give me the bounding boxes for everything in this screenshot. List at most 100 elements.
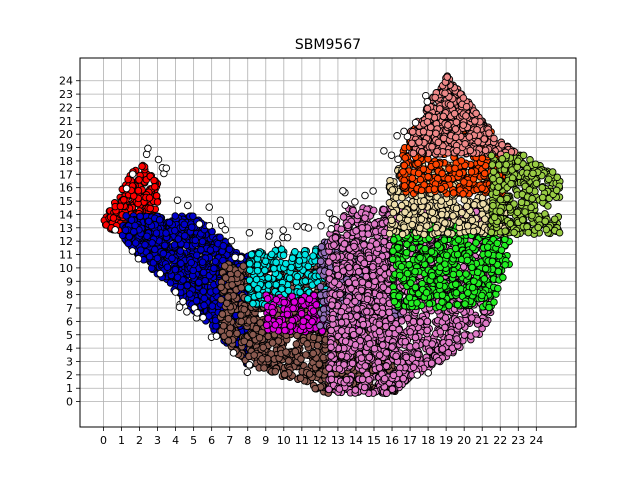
scatter-point bbox=[159, 249, 168, 258]
scatter-point bbox=[313, 341, 322, 350]
scatter-point bbox=[271, 367, 280, 376]
scatter-point bbox=[225, 329, 234, 338]
scatter-point bbox=[186, 290, 194, 298]
scatter-point bbox=[247, 250, 256, 259]
scatter-point bbox=[187, 258, 196, 267]
scatter-point bbox=[283, 310, 292, 319]
scatter-point bbox=[309, 333, 318, 342]
scatter-point bbox=[303, 340, 311, 348]
scatter-point bbox=[249, 299, 257, 308]
scatter-point bbox=[267, 250, 276, 259]
scatter-point bbox=[211, 257, 220, 266]
scatter-point bbox=[145, 194, 154, 202]
scatter-point bbox=[208, 302, 217, 310]
scatter-point bbox=[109, 214, 118, 222]
scatter-point bbox=[218, 310, 227, 318]
scatter-point bbox=[290, 298, 299, 306]
scatter-point bbox=[244, 295, 252, 303]
scatter-point bbox=[264, 274, 273, 282]
scatter-point bbox=[171, 226, 179, 235]
scatter-point bbox=[191, 236, 200, 245]
scatter-point bbox=[382, 362, 391, 370]
scatter-point bbox=[153, 254, 162, 263]
data-points bbox=[100, 72, 564, 398]
scatter-point bbox=[155, 216, 164, 224]
scatter-point bbox=[353, 305, 361, 313]
scatter-point bbox=[315, 360, 323, 368]
scatter-point bbox=[122, 212, 130, 220]
scatter-point bbox=[199, 287, 208, 296]
scatter-point bbox=[181, 232, 189, 240]
scatter-point bbox=[370, 220, 379, 228]
scatter-point bbox=[311, 384, 319, 393]
scatter-point bbox=[174, 235, 183, 243]
scatter-point bbox=[206, 246, 215, 254]
scatter-point bbox=[200, 294, 209, 303]
scatter-point bbox=[261, 257, 270, 265]
scatter-point bbox=[165, 218, 174, 227]
scatter-point bbox=[263, 295, 272, 303]
scatter-point bbox=[255, 333, 264, 342]
scatter-point bbox=[268, 339, 277, 347]
scatter-point bbox=[188, 223, 196, 231]
scatter-point bbox=[124, 239, 133, 248]
scatter-point bbox=[146, 204, 154, 213]
scatter-point bbox=[301, 277, 310, 285]
scatter-point bbox=[264, 281, 273, 289]
scatter-point bbox=[198, 258, 207, 266]
scatter-point bbox=[143, 232, 151, 240]
scatter-point bbox=[134, 186, 143, 195]
scatter-point bbox=[225, 245, 234, 254]
scatter-point bbox=[150, 176, 158, 185]
scatter-point bbox=[224, 337, 233, 345]
scatter-point bbox=[309, 349, 317, 358]
scatter-point bbox=[312, 301, 321, 309]
scatter-point bbox=[130, 227, 138, 236]
scatter-point bbox=[152, 229, 161, 237]
scatter-point bbox=[200, 301, 208, 310]
scatter-point bbox=[271, 321, 280, 329]
scatter-point bbox=[183, 281, 192, 290]
scatter-point bbox=[245, 259, 254, 268]
scatter-point bbox=[260, 364, 268, 372]
scatter-point bbox=[219, 322, 228, 330]
scatter-point bbox=[198, 237, 207, 246]
scatter-point bbox=[176, 247, 185, 255]
scatter-point bbox=[237, 283, 246, 292]
scatter-point bbox=[297, 296, 306, 305]
scatter-point bbox=[173, 273, 182, 282]
scatter-point bbox=[228, 281, 236, 289]
scatter-point bbox=[224, 293, 232, 301]
scatter-point bbox=[253, 266, 262, 275]
scatter-point bbox=[258, 355, 266, 363]
scatter-point bbox=[280, 298, 288, 307]
scatter-point bbox=[256, 319, 264, 327]
scatter-point bbox=[289, 304, 297, 313]
scatter-point bbox=[221, 262, 229, 270]
scatter-point bbox=[153, 198, 162, 206]
scatter-point bbox=[219, 242, 228, 250]
scatter-point bbox=[288, 254, 297, 262]
scatter-point bbox=[240, 305, 248, 314]
scatter-point bbox=[254, 285, 262, 293]
scatter-point bbox=[116, 202, 125, 211]
scatter-point bbox=[264, 332, 273, 341]
scatter-point bbox=[216, 233, 224, 242]
scatter-point bbox=[316, 321, 324, 330]
scatter-point bbox=[237, 317, 246, 326]
scatter-point bbox=[193, 251, 201, 259]
scatter-point bbox=[315, 370, 323, 378]
scatter-point bbox=[233, 329, 241, 338]
scatter-point bbox=[171, 212, 179, 220]
scatter-point bbox=[382, 349, 391, 357]
scatter-point bbox=[240, 337, 248, 346]
scatter-point bbox=[291, 248, 299, 256]
scatter-point bbox=[195, 278, 203, 287]
scatter-point bbox=[299, 317, 308, 325]
scatter-point bbox=[308, 317, 316, 326]
scatter-point bbox=[270, 264, 278, 273]
scatter-point bbox=[286, 322, 295, 330]
scatter-point bbox=[284, 357, 293, 365]
scatter-point bbox=[161, 241, 169, 250]
scatter-point bbox=[272, 295, 281, 304]
